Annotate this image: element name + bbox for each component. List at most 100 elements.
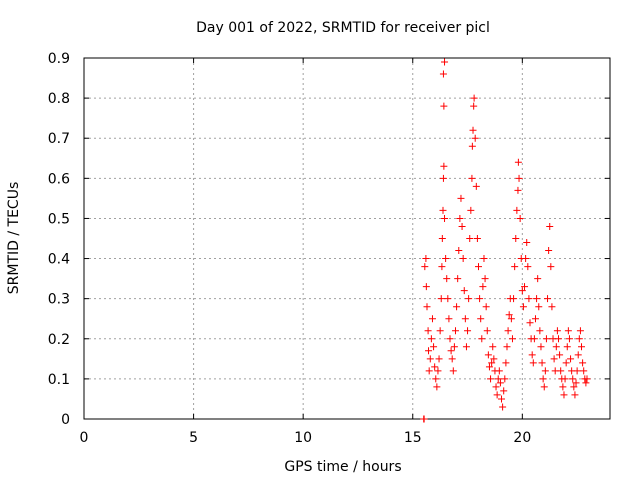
data-point-73 [488,359,496,367]
data-point-62 [476,295,484,303]
data-point-149 [570,383,578,391]
data-point-77 [492,383,500,391]
data-point-124 [542,335,550,343]
data-point-126 [545,247,553,255]
data-point-122 [540,383,548,391]
data-point-114 [531,315,539,323]
data-point-51 [466,235,474,242]
data-point-27 [441,58,449,66]
data-point-107 [524,263,532,271]
data-point-105 [522,255,530,263]
data-point-33 [446,335,454,343]
data-point-91 [507,315,515,323]
data-point-39 [453,303,461,311]
data-point-109 [526,319,534,327]
data-point-12 [430,343,438,351]
data-point-61 [475,263,482,271]
data-point-117 [535,303,543,311]
data-point-112 [529,359,537,367]
data-point-63 [477,315,485,323]
data-point-89 [505,311,513,319]
data-point-98 [514,158,522,166]
x-axis-label: GPS time / hours [284,459,401,475]
data-point-53 [468,174,476,182]
data-point-94 [511,263,519,271]
data-point-78 [493,391,501,399]
data-point-142 [562,359,570,367]
ticks-layer: 0 5 10 15 20 0 0.1 0.2 0.3 0.4 0.5 0.6 0.7 0.8 0.9 [48,51,610,446]
data-point-85 [501,375,509,383]
data-point-67 [481,275,489,283]
data-point-161 [583,375,591,383]
y-tick-label-4: 0.4 [48,252,70,268]
data-point-80 [495,367,503,375]
data-point-54 [468,142,476,150]
data-point-5 [423,303,431,311]
y-tick-label-7: 0.7 [48,131,70,147]
x-tick-label-1: 5 [189,430,198,446]
data-point-34 [447,347,455,355]
data-point-148 [569,375,577,383]
data-point-38 [451,327,459,335]
data-point-135 [554,335,562,343]
data-point-155 [576,327,584,335]
y-tick-label-9: 0.9 [48,51,70,67]
data-point-37 [450,343,458,351]
data-point-128 [547,263,555,271]
data-point-102 [518,287,526,295]
data-point-66 [480,255,488,263]
data-point-45 [459,255,467,263]
data-point-9 [426,355,434,363]
data-point-10 [427,335,435,343]
data-point-7 [425,347,433,355]
data-point-68 [482,303,490,311]
data-point-3 [422,255,430,263]
data-point-30 [443,275,451,283]
data-point-93 [510,295,518,303]
data-point-86 [502,359,510,367]
data-point-31 [444,295,452,303]
data-point-116 [534,275,542,283]
points-layer [420,58,591,423]
data-point-136 [556,351,564,359]
data-point-52 [467,206,475,214]
data-point-160 [582,379,590,387]
data-point-157 [579,359,587,367]
data-point-88 [504,327,512,335]
data-point-55 [469,126,477,134]
data-point-134 [553,327,561,335]
data-point-84 [500,387,508,395]
data-point-22 [439,206,447,214]
data-point-123 [541,367,549,375]
y-tick-label-3: 0.3 [48,292,70,308]
data-point-11 [428,315,436,323]
data-point-79 [494,375,502,383]
data-point-4 [422,283,430,291]
data-point-141 [561,375,569,383]
data-point-118 [536,327,544,335]
data-point-154 [575,335,583,343]
data-point-99 [515,174,523,182]
data-point-87 [503,343,511,351]
data-point-25 [441,214,449,222]
data-point-13 [431,363,439,371]
data-point-49 [464,327,472,335]
data-point-143 [563,343,571,351]
data-point-72 [487,375,495,383]
data-point-28 [440,102,448,110]
data-point-48 [462,343,470,351]
y-tick-label-2: 0.2 [48,332,70,348]
data-point-47 [461,315,469,323]
data-point-158 [580,367,588,375]
data-point-26 [439,70,447,78]
data-point-106 [523,239,531,247]
x-tick-label-2: 10 [294,430,312,446]
data-point-151 [572,379,580,387]
data-point-35 [448,355,456,363]
data-point-115 [533,295,541,303]
data-point-82 [498,395,506,403]
data-point-43 [457,194,465,202]
data-point-119 [537,343,545,351]
data-point-14 [432,375,440,383]
